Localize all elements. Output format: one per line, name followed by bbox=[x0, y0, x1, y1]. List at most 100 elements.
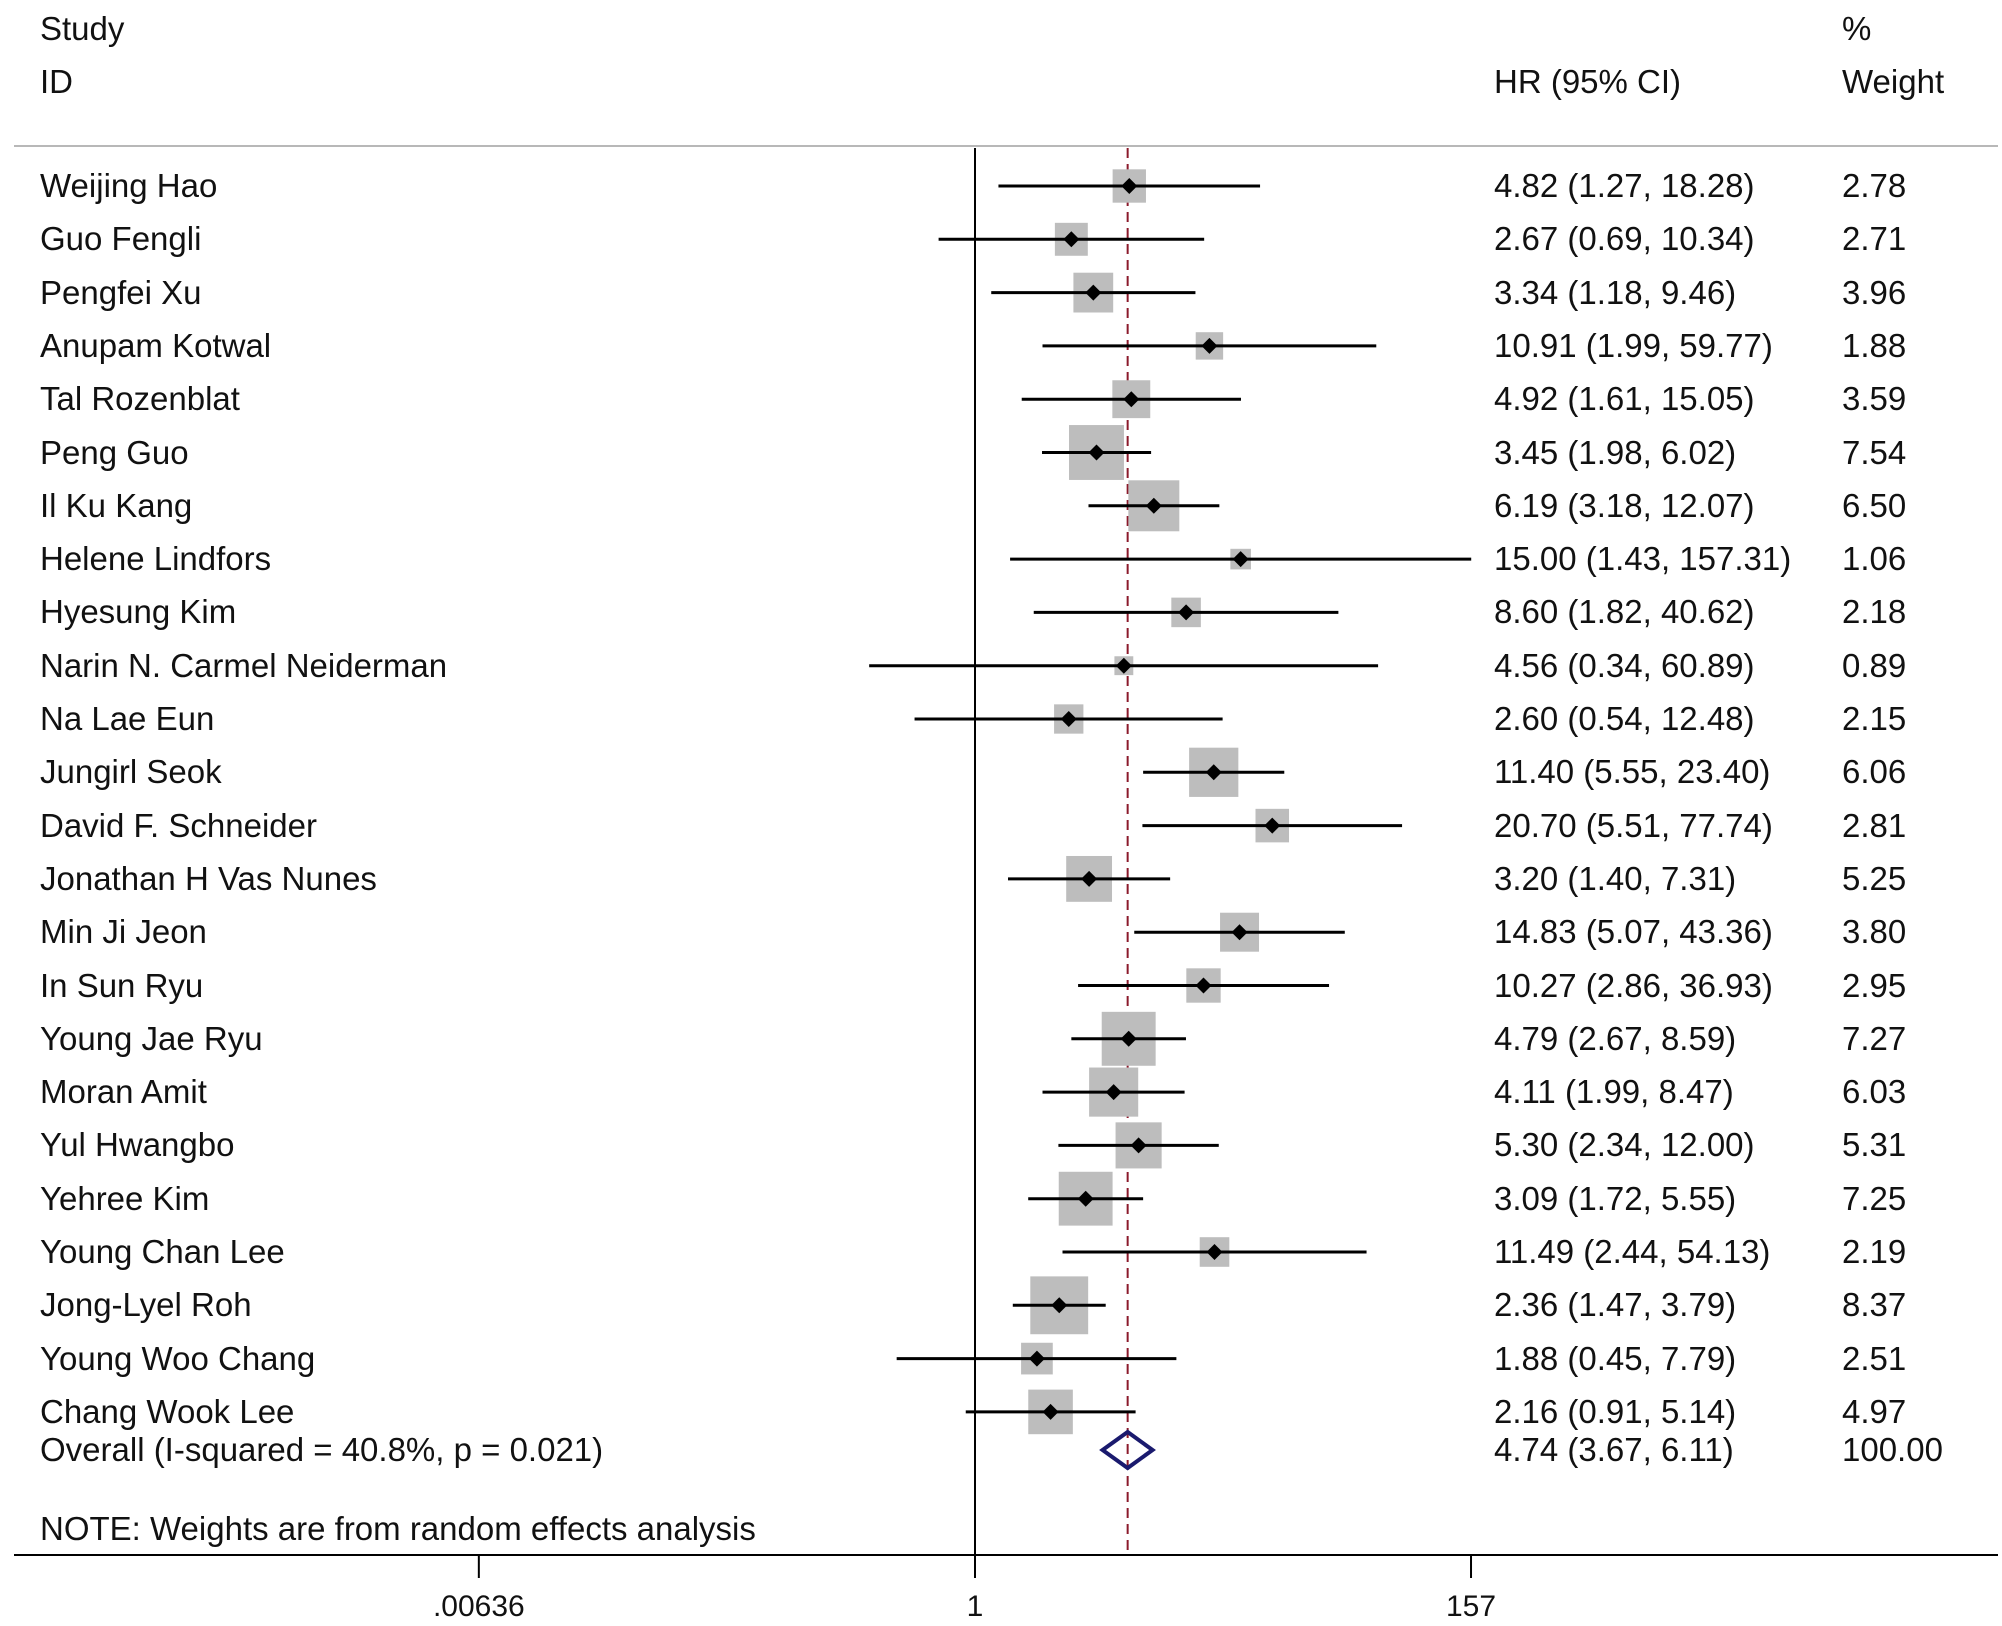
study-point-estimate bbox=[1042, 1403, 1059, 1420]
x-axis-tick-label: 1 bbox=[966, 1590, 984, 1623]
study-weight-text: 7.25 bbox=[1842, 1179, 1907, 1217]
study-ci-text: 6.19 (3.18, 12.07) bbox=[1494, 486, 1755, 524]
id-header: ID bbox=[40, 63, 73, 100]
study-point-estimate bbox=[1232, 551, 1249, 568]
study-point-estimate bbox=[1081, 870, 1098, 887]
study-point-estimate bbox=[1178, 604, 1195, 621]
study-ci-text: 11.49 (2.44, 54.13) bbox=[1494, 1233, 1771, 1270]
study-label: Il Ku Kang bbox=[40, 486, 193, 524]
study-label: Helene Lindfors bbox=[40, 540, 272, 578]
study-label: Jonathan H Vas Nunes bbox=[40, 859, 377, 897]
study-weight-text: 3.96 bbox=[1842, 273, 1907, 311]
study-label: Young Woo Chang bbox=[40, 1339, 316, 1377]
study-ci-text: 3.34 (1.18, 9.46) bbox=[1494, 273, 1737, 311]
study-point-estimate bbox=[1105, 1084, 1122, 1101]
study-weight-text: 8.37 bbox=[1842, 1286, 1907, 1324]
study-ci-text: 15.00 (1.43, 157.31) bbox=[1494, 540, 1792, 578]
study-weight-text: 2.51 bbox=[1842, 1339, 1907, 1377]
study-label: Narin N. Carmel Neiderman bbox=[40, 646, 448, 684]
study-weight-text: 5.31 bbox=[1842, 1126, 1907, 1164]
study-point-estimate bbox=[1077, 1190, 1094, 1207]
study-label: Yehree Kim bbox=[40, 1179, 210, 1217]
study-point-estimate bbox=[1051, 1297, 1068, 1314]
study-weight-text: 2.18 bbox=[1842, 593, 1907, 631]
study-label: Chang Wook Lee bbox=[40, 1392, 295, 1430]
study-point-estimate bbox=[1264, 817, 1281, 834]
study-weight-text: 2.81 bbox=[1842, 806, 1907, 844]
study-ci-text: 8.60 (1.82, 40.62) bbox=[1494, 593, 1755, 631]
study-ci-text: 2.67 (0.69, 10.34) bbox=[1494, 220, 1755, 258]
study-weight-text: 2.19 bbox=[1842, 1233, 1907, 1270]
study-ci-text: 10.27 (2.86, 36.93) bbox=[1494, 966, 1773, 1004]
study-label: Young Jae Ryu bbox=[40, 1019, 263, 1057]
study-label: Young Chan Lee bbox=[40, 1233, 285, 1270]
study-point-estimate bbox=[1088, 444, 1105, 461]
study-point-estimate bbox=[1063, 231, 1080, 248]
overall-diamond bbox=[1099, 1429, 1156, 1471]
study-ci-text: 2.60 (0.54, 12.48) bbox=[1494, 700, 1755, 737]
study-ci-text: 4.11 (1.99, 8.47) bbox=[1494, 1073, 1734, 1111]
study-weight-text: 3.59 bbox=[1842, 380, 1907, 418]
study-ci-text: 5.30 (2.34, 12.00) bbox=[1494, 1126, 1755, 1164]
overall-label: Overall (I-squared = 40.8%, p = 0.021) bbox=[40, 1431, 604, 1468]
study-point-estimate bbox=[1205, 764, 1222, 781]
study-weight-text: 2.78 bbox=[1842, 167, 1907, 204]
study-label: Anupam Kotwal bbox=[40, 326, 272, 364]
header-rule bbox=[14, 145, 1998, 147]
study-label: Hyesung Kim bbox=[40, 593, 237, 631]
study-point-estimate bbox=[1195, 977, 1212, 994]
study-ci-text: 14.83 (5.07, 43.36) bbox=[1494, 913, 1773, 951]
study-weight-text: 1.88 bbox=[1842, 326, 1907, 364]
study-ci-text: 10.91 (1.99, 59.77) bbox=[1494, 326, 1773, 364]
study-weight-text: 5.25 bbox=[1842, 859, 1907, 897]
study-point-estimate bbox=[1145, 497, 1162, 514]
study-label: Yul Hwangbo bbox=[40, 1126, 235, 1164]
study-point-estimate bbox=[1231, 924, 1248, 941]
study-ci-text: 4.92 (1.61, 15.05) bbox=[1494, 380, 1755, 418]
percent-header: % bbox=[1842, 10, 1872, 47]
x-axis-tick-label: 157 bbox=[1445, 1590, 1497, 1623]
study-weight-text: 1.06 bbox=[1842, 540, 1907, 578]
study-label: Na Lae Eun bbox=[40, 700, 215, 737]
study-label: Jungirl Seok bbox=[40, 753, 222, 791]
study-ci-text: 3.45 (1.98, 6.02) bbox=[1494, 433, 1737, 471]
overall-ci-text: 4.74 (3.67, 6.11) bbox=[1494, 1431, 1734, 1468]
study-point-estimate bbox=[1120, 1030, 1137, 1047]
study-weight-text: 7.54 bbox=[1842, 433, 1907, 471]
hr-ci-header: HR (95% CI) bbox=[1494, 63, 1682, 100]
study-point-estimate bbox=[1201, 337, 1218, 354]
study-ci-text: 20.70 (5.51, 77.74) bbox=[1494, 806, 1773, 844]
study-header: Study bbox=[40, 10, 125, 47]
x-axis-line bbox=[14, 1554, 1998, 1556]
study-weight-text: 2.15 bbox=[1842, 700, 1907, 737]
overall-weight-text: 100.00 bbox=[1842, 1431, 1943, 1468]
study-label: Moran Amit bbox=[40, 1073, 207, 1111]
study-label: Jong-Lyel Roh bbox=[40, 1286, 252, 1324]
study-ci-text: 3.09 (1.72, 5.55) bbox=[1494, 1179, 1737, 1217]
study-point-estimate bbox=[1123, 391, 1140, 408]
study-weight-text: 2.71 bbox=[1842, 220, 1907, 258]
study-label: Guo Fengli bbox=[40, 220, 202, 258]
study-weight-text: 6.50 bbox=[1842, 486, 1907, 524]
study-point-estimate bbox=[1085, 284, 1102, 301]
study-ci-text: 4.79 (2.67, 8.59) bbox=[1494, 1019, 1737, 1057]
study-ci-text: 3.20 (1.40, 7.31) bbox=[1494, 859, 1737, 897]
note-text: NOTE: Weights are from random effects an… bbox=[40, 1510, 756, 1547]
study-ci-text: 4.56 (0.34, 60.89) bbox=[1494, 646, 1755, 684]
study-point-estimate bbox=[1206, 1244, 1223, 1260]
study-label: In Sun Ryu bbox=[40, 966, 204, 1004]
study-point-estimate bbox=[1130, 1137, 1147, 1154]
study-weight-text: 7.27 bbox=[1842, 1019, 1907, 1057]
study-ci-text: 11.40 (5.55, 23.40) bbox=[1494, 753, 1771, 791]
study-ci-text: 4.82 (1.27, 18.28) bbox=[1494, 167, 1755, 204]
study-weight-text: 6.06 bbox=[1842, 753, 1907, 791]
study-ci-text: 1.88 (0.45, 7.79) bbox=[1494, 1339, 1737, 1377]
study-weight-text: 6.03 bbox=[1842, 1073, 1907, 1111]
study-point-estimate bbox=[1060, 711, 1077, 727]
x-axis-tick-label: .00636 bbox=[432, 1590, 525, 1623]
study-point-estimate bbox=[1121, 178, 1138, 194]
study-point-estimate bbox=[1028, 1350, 1045, 1367]
study-ci-text: 2.36 (1.47, 3.79) bbox=[1494, 1286, 1737, 1324]
study-label: Min Ji Jeon bbox=[40, 913, 207, 951]
